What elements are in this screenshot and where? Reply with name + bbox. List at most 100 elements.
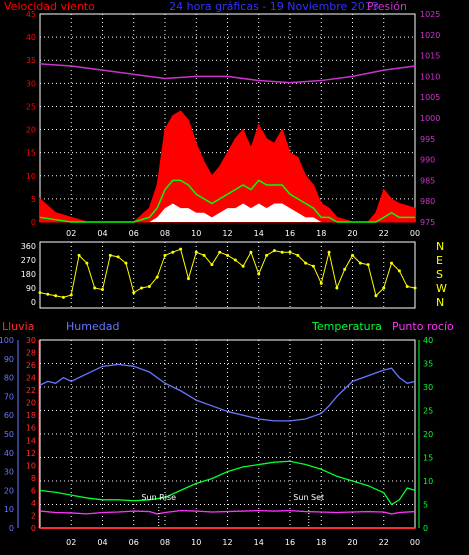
wind-direction-point xyxy=(351,253,354,257)
wind-direction-point xyxy=(116,255,120,259)
pressure-tick-label: 1015 xyxy=(420,52,440,61)
wind-direction-point xyxy=(358,261,362,265)
x-tick-label-bottom: 00 xyxy=(410,538,420,547)
direction-series xyxy=(38,247,417,299)
x-tick-label-bottom: 14 xyxy=(254,538,264,547)
wind-direction-point xyxy=(226,253,229,257)
x-tick-label-bottom: 04 xyxy=(97,538,107,547)
humidity-tick-label: 70 xyxy=(4,392,14,401)
wind-tick-label: 10 xyxy=(26,172,36,181)
wind-direction-point xyxy=(390,261,394,265)
direction-tick-label: 0 xyxy=(31,298,36,307)
pressure-tick-label: 1010 xyxy=(420,72,440,81)
wind-direction-point xyxy=(85,261,89,265)
wind-direction-point xyxy=(171,250,175,254)
rain-tick-label: 26 xyxy=(26,361,36,370)
direction-tick-label: 180 xyxy=(21,270,36,279)
humidity-tick-label: 10 xyxy=(4,505,14,514)
wind-direction-point xyxy=(54,294,58,298)
humidity-tick-label: 60 xyxy=(4,411,14,420)
humidity-tick-label: 50 xyxy=(4,430,14,439)
x-tick-label-bottom: 02 xyxy=(66,538,76,547)
x-tick-label-bottom: 06 xyxy=(129,538,139,547)
temperature-tick-label: 40 xyxy=(423,336,433,345)
wind-direction-point xyxy=(405,284,409,288)
pressure-tick-label: 1000 xyxy=(420,114,440,123)
pressure-line xyxy=(39,63,416,84)
x-tick-label-bottom: 10 xyxy=(191,538,201,547)
x-tick-label-top: 00 xyxy=(410,229,420,238)
rain-tick-label: 24 xyxy=(26,374,36,383)
wind-direction-point xyxy=(163,253,167,257)
wind-direction-point xyxy=(101,288,104,292)
wind-tick-label: 30 xyxy=(26,79,36,88)
humidity-tick-label: 80 xyxy=(4,374,14,383)
rain-tick-label: 28 xyxy=(26,349,36,358)
temperature-tick-label: 10 xyxy=(423,477,433,486)
wind-direction-point xyxy=(335,286,339,290)
weather-series: Sun Rise Sun Set xyxy=(39,363,416,529)
dewpoint-line xyxy=(39,509,416,515)
rain-tick-label: 22 xyxy=(26,386,36,395)
temperature-tick-label: 35 xyxy=(423,360,433,369)
wind-direction-point xyxy=(186,277,190,281)
humidity-tick-label: 40 xyxy=(4,449,14,458)
wind-direction-point xyxy=(202,253,206,257)
wind-tick-label: 35 xyxy=(26,56,36,65)
x-tick-label-bottom: 22 xyxy=(379,538,389,547)
rain-tick-label: 8 xyxy=(31,474,36,483)
pressure-tick-label: 990 xyxy=(420,156,435,165)
rain-tick-label: 18 xyxy=(26,411,36,420)
rain-tick-label: 14 xyxy=(26,436,36,445)
temperature-tick-label: 15 xyxy=(423,454,433,463)
wind-direction-point xyxy=(311,264,315,268)
wind-direction-point xyxy=(327,250,331,254)
temperature-label: Temperatura xyxy=(311,320,382,333)
x-tick-label-bottom: 08 xyxy=(160,538,170,547)
wind-direction-point xyxy=(77,253,81,257)
tick-labels: 0510152025303540459759809859909951000100… xyxy=(0,10,447,547)
sun-marker-label: Sun Rise xyxy=(141,493,176,502)
wind-tick-label: 15 xyxy=(26,149,36,158)
x-tick-label-top: 16 xyxy=(285,229,295,238)
wind-direction-point xyxy=(280,250,284,254)
wind-direction-point xyxy=(147,284,151,288)
wind-tick-label: 25 xyxy=(26,102,36,111)
wind-low-area xyxy=(40,203,415,222)
x-tick-label-top: 12 xyxy=(222,229,232,238)
wind-tick-label: 40 xyxy=(26,33,36,42)
wind-tick-label: 45 xyxy=(26,10,36,19)
x-tick-label-bottom: 16 xyxy=(285,538,295,547)
temperature-tick-label: 20 xyxy=(423,430,433,439)
pressure-tick-label: 1005 xyxy=(420,93,440,102)
wind-direction-point xyxy=(382,286,386,290)
pressure-tick-label: 1020 xyxy=(420,31,440,40)
compass-label: N xyxy=(436,296,444,309)
wind-direction-point xyxy=(132,291,136,295)
x-tick-label-top: 10 xyxy=(191,229,201,238)
wind-direction-point xyxy=(46,292,50,296)
wind-direction-point xyxy=(233,258,237,262)
rain-tick-label: 6 xyxy=(31,486,36,495)
direction-tick-label: 360 xyxy=(21,242,36,251)
wind-direction-point xyxy=(38,291,42,295)
x-tick-label-top: 04 xyxy=(97,229,107,238)
wind-direction-point xyxy=(61,295,65,299)
wind-direction-point xyxy=(108,253,112,257)
pressure-series xyxy=(39,63,416,84)
wind-direction-point xyxy=(210,263,214,267)
temperature-tick-label: 5 xyxy=(423,501,428,510)
humidity-tick-label: 20 xyxy=(4,486,14,495)
pressure-tick-label: 995 xyxy=(420,135,435,144)
x-tick-label-top: 22 xyxy=(379,229,389,238)
x-tick-label-bottom: 12 xyxy=(222,538,232,547)
wind-direction-point xyxy=(194,250,198,254)
wind-direction-point xyxy=(241,264,245,268)
x-tick-label-top: 06 xyxy=(129,229,139,238)
rain-tick-label: 10 xyxy=(26,461,36,470)
pressure-tick-label: 980 xyxy=(420,197,435,206)
x-tick-label-top: 02 xyxy=(66,229,76,238)
rain-tick-label: 16 xyxy=(26,424,36,433)
rain-tick-label: 4 xyxy=(31,499,36,508)
